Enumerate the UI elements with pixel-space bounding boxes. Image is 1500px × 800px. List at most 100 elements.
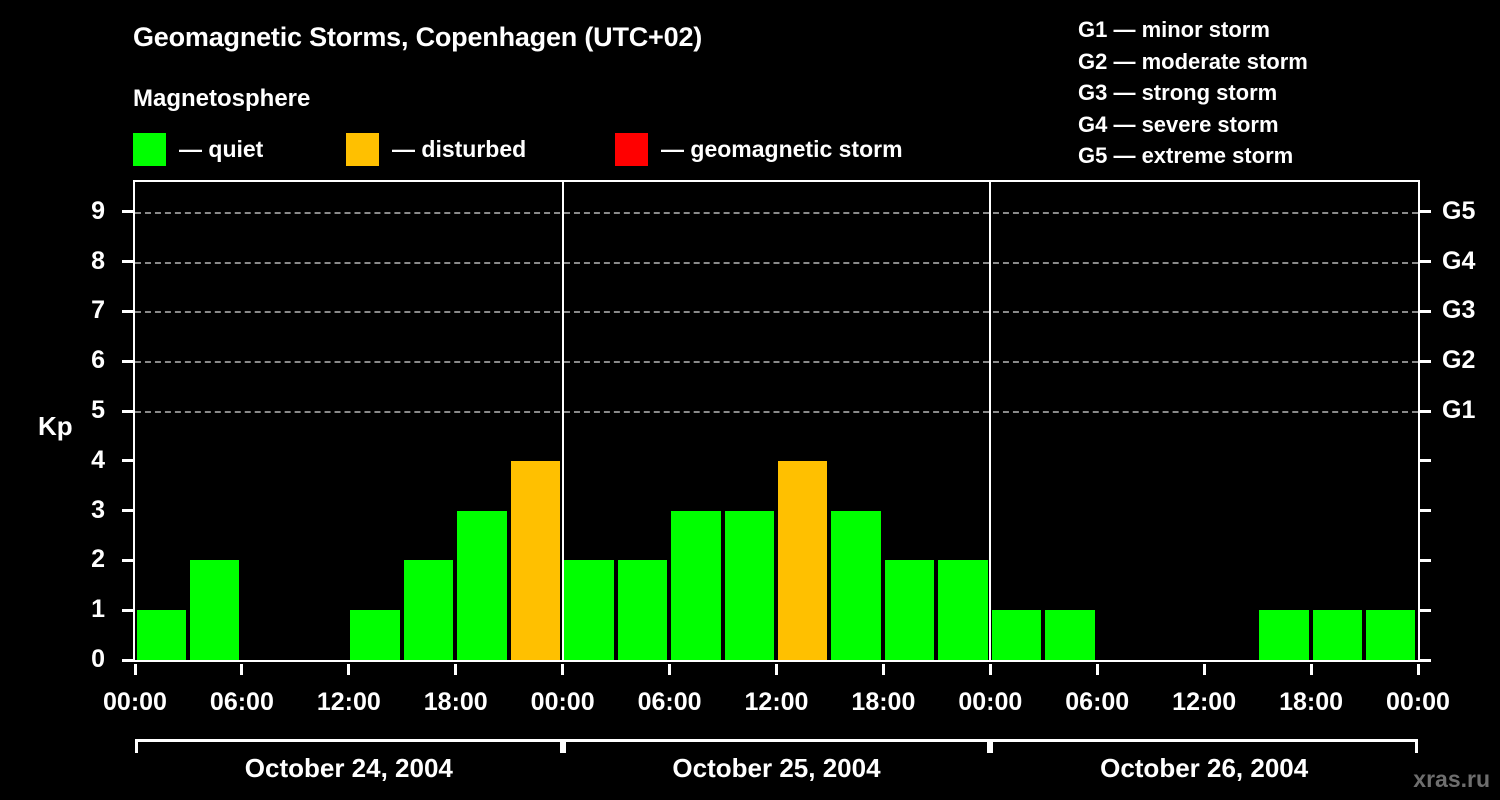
bar[interactable] xyxy=(884,560,935,660)
legend-label-quiet: — quiet xyxy=(179,135,264,162)
bar[interactable] xyxy=(189,560,240,660)
x-tick xyxy=(1416,664,1420,675)
day-label: October 26, 2004 xyxy=(1100,753,1309,783)
x-tick-label: 18:00 xyxy=(851,688,916,716)
bar[interactable] xyxy=(1045,610,1095,660)
y-tick xyxy=(122,608,133,612)
y-tick-label: 4 xyxy=(91,445,105,474)
x-tick-label: 00:00 xyxy=(530,688,595,716)
g-scale-label: G1 xyxy=(1442,396,1476,425)
y-tick xyxy=(122,658,133,662)
green-square-icon xyxy=(133,132,166,166)
bar[interactable] xyxy=(724,510,774,660)
day-bracket xyxy=(135,739,563,753)
gridline xyxy=(135,261,1418,264)
legend-item-disturbed: — disturbed xyxy=(346,131,526,167)
x-tick-label: 12:00 xyxy=(1172,688,1237,716)
gridline xyxy=(135,411,1418,414)
y-tick-label: 6 xyxy=(91,346,105,375)
storm-scale-row-g1: G1 — minor storm xyxy=(1078,17,1270,42)
g-scale-label: G5 xyxy=(1442,196,1476,225)
orange-square-icon xyxy=(346,132,379,166)
y-tick xyxy=(122,359,133,363)
legend-label-disturbed: — disturbed xyxy=(392,135,527,162)
legend-item-quiet: — quiet xyxy=(133,131,263,167)
y-tick xyxy=(122,309,133,313)
day-bracket xyxy=(990,739,1418,753)
storm-scale-row-g3: G3 — strong storm xyxy=(1078,80,1278,105)
red-square-icon xyxy=(615,132,648,166)
bar[interactable] xyxy=(1312,610,1363,660)
page-title: Geomagnetic Storms, Copenhagen (UTC+02) xyxy=(133,22,703,52)
x-tick xyxy=(133,664,137,675)
x-tick xyxy=(240,664,244,675)
bar[interactable] xyxy=(136,610,186,660)
legend-label-storm: — geomagnetic storm xyxy=(661,135,903,162)
x-tick-label: 00:00 xyxy=(103,688,167,716)
x-tick-label: 18:00 xyxy=(423,688,488,716)
x-tick xyxy=(668,664,672,675)
day-label: October 25, 2004 xyxy=(672,753,881,783)
y-axis-ticks xyxy=(122,182,1431,662)
plot-area xyxy=(122,180,1431,662)
x-tick-label: 18:00 xyxy=(1279,688,1344,716)
bar[interactable] xyxy=(938,560,988,660)
bar[interactable] xyxy=(350,610,400,660)
y-tick-label: 9 xyxy=(91,196,105,225)
x-tick xyxy=(454,664,458,675)
x-tick xyxy=(561,664,565,675)
bar[interactable] xyxy=(1259,610,1309,660)
x-tick xyxy=(1202,664,1206,675)
y-tick-label: 2 xyxy=(91,545,105,574)
x-tick-label: 00:00 xyxy=(958,688,1023,716)
x-tick xyxy=(881,664,885,675)
day-label: October 24, 2004 xyxy=(244,753,453,783)
x-tick-label: 06:00 xyxy=(209,688,274,716)
y-tick xyxy=(122,409,133,413)
gridlines xyxy=(135,182,1418,660)
gridline xyxy=(135,211,1418,214)
bar[interactable] xyxy=(617,560,668,660)
bar[interactable] xyxy=(991,610,1042,660)
y-tick-right xyxy=(1420,210,1431,214)
bar[interactable] xyxy=(457,510,507,660)
x-tick xyxy=(1095,664,1099,675)
y-tick-label: 5 xyxy=(91,396,105,425)
x-tick xyxy=(988,664,992,675)
y-tick-right xyxy=(1420,658,1431,662)
day-bracket xyxy=(562,739,991,753)
bar[interactable] xyxy=(564,560,614,660)
y-tick xyxy=(122,260,133,264)
y-tick-right xyxy=(1420,309,1431,313)
y-tick xyxy=(122,558,133,562)
bar[interactable] xyxy=(1366,610,1416,660)
bar[interactable] xyxy=(510,460,561,660)
bar[interactable] xyxy=(778,460,828,660)
y-tick-label: 3 xyxy=(91,495,105,524)
x-tick-label: 12:00 xyxy=(744,688,809,716)
storm-scale-row-g4: G4 — severe storm xyxy=(1078,111,1279,137)
x-tick xyxy=(1309,664,1313,675)
g-scale-label: G4 xyxy=(1442,246,1476,275)
bar[interactable] xyxy=(671,510,721,660)
chart-subtitle: Magnetosphere xyxy=(133,85,311,112)
y-tick xyxy=(122,459,133,463)
y-tick xyxy=(122,509,133,513)
y-axis-title: Kp xyxy=(38,411,73,441)
y-tick xyxy=(122,210,133,214)
x-tick-label: 12:00 xyxy=(316,688,381,716)
y-tick-label: 7 xyxy=(91,296,105,325)
storm-scale-row-g5: G5 — extreme storm xyxy=(1078,143,1294,168)
y-tick-right xyxy=(1420,608,1431,612)
g-scale-label: G2 xyxy=(1442,346,1476,375)
x-tick xyxy=(775,664,778,675)
g-scale-label: G3 xyxy=(1442,296,1476,325)
gridline xyxy=(135,361,1418,364)
y-tick-right xyxy=(1420,558,1431,562)
bar[interactable] xyxy=(403,560,454,660)
y-tick-right xyxy=(1420,409,1431,413)
bar[interactable] xyxy=(831,510,881,660)
day-divider xyxy=(561,182,564,660)
x-tick-label: 00:00 xyxy=(1386,688,1450,716)
